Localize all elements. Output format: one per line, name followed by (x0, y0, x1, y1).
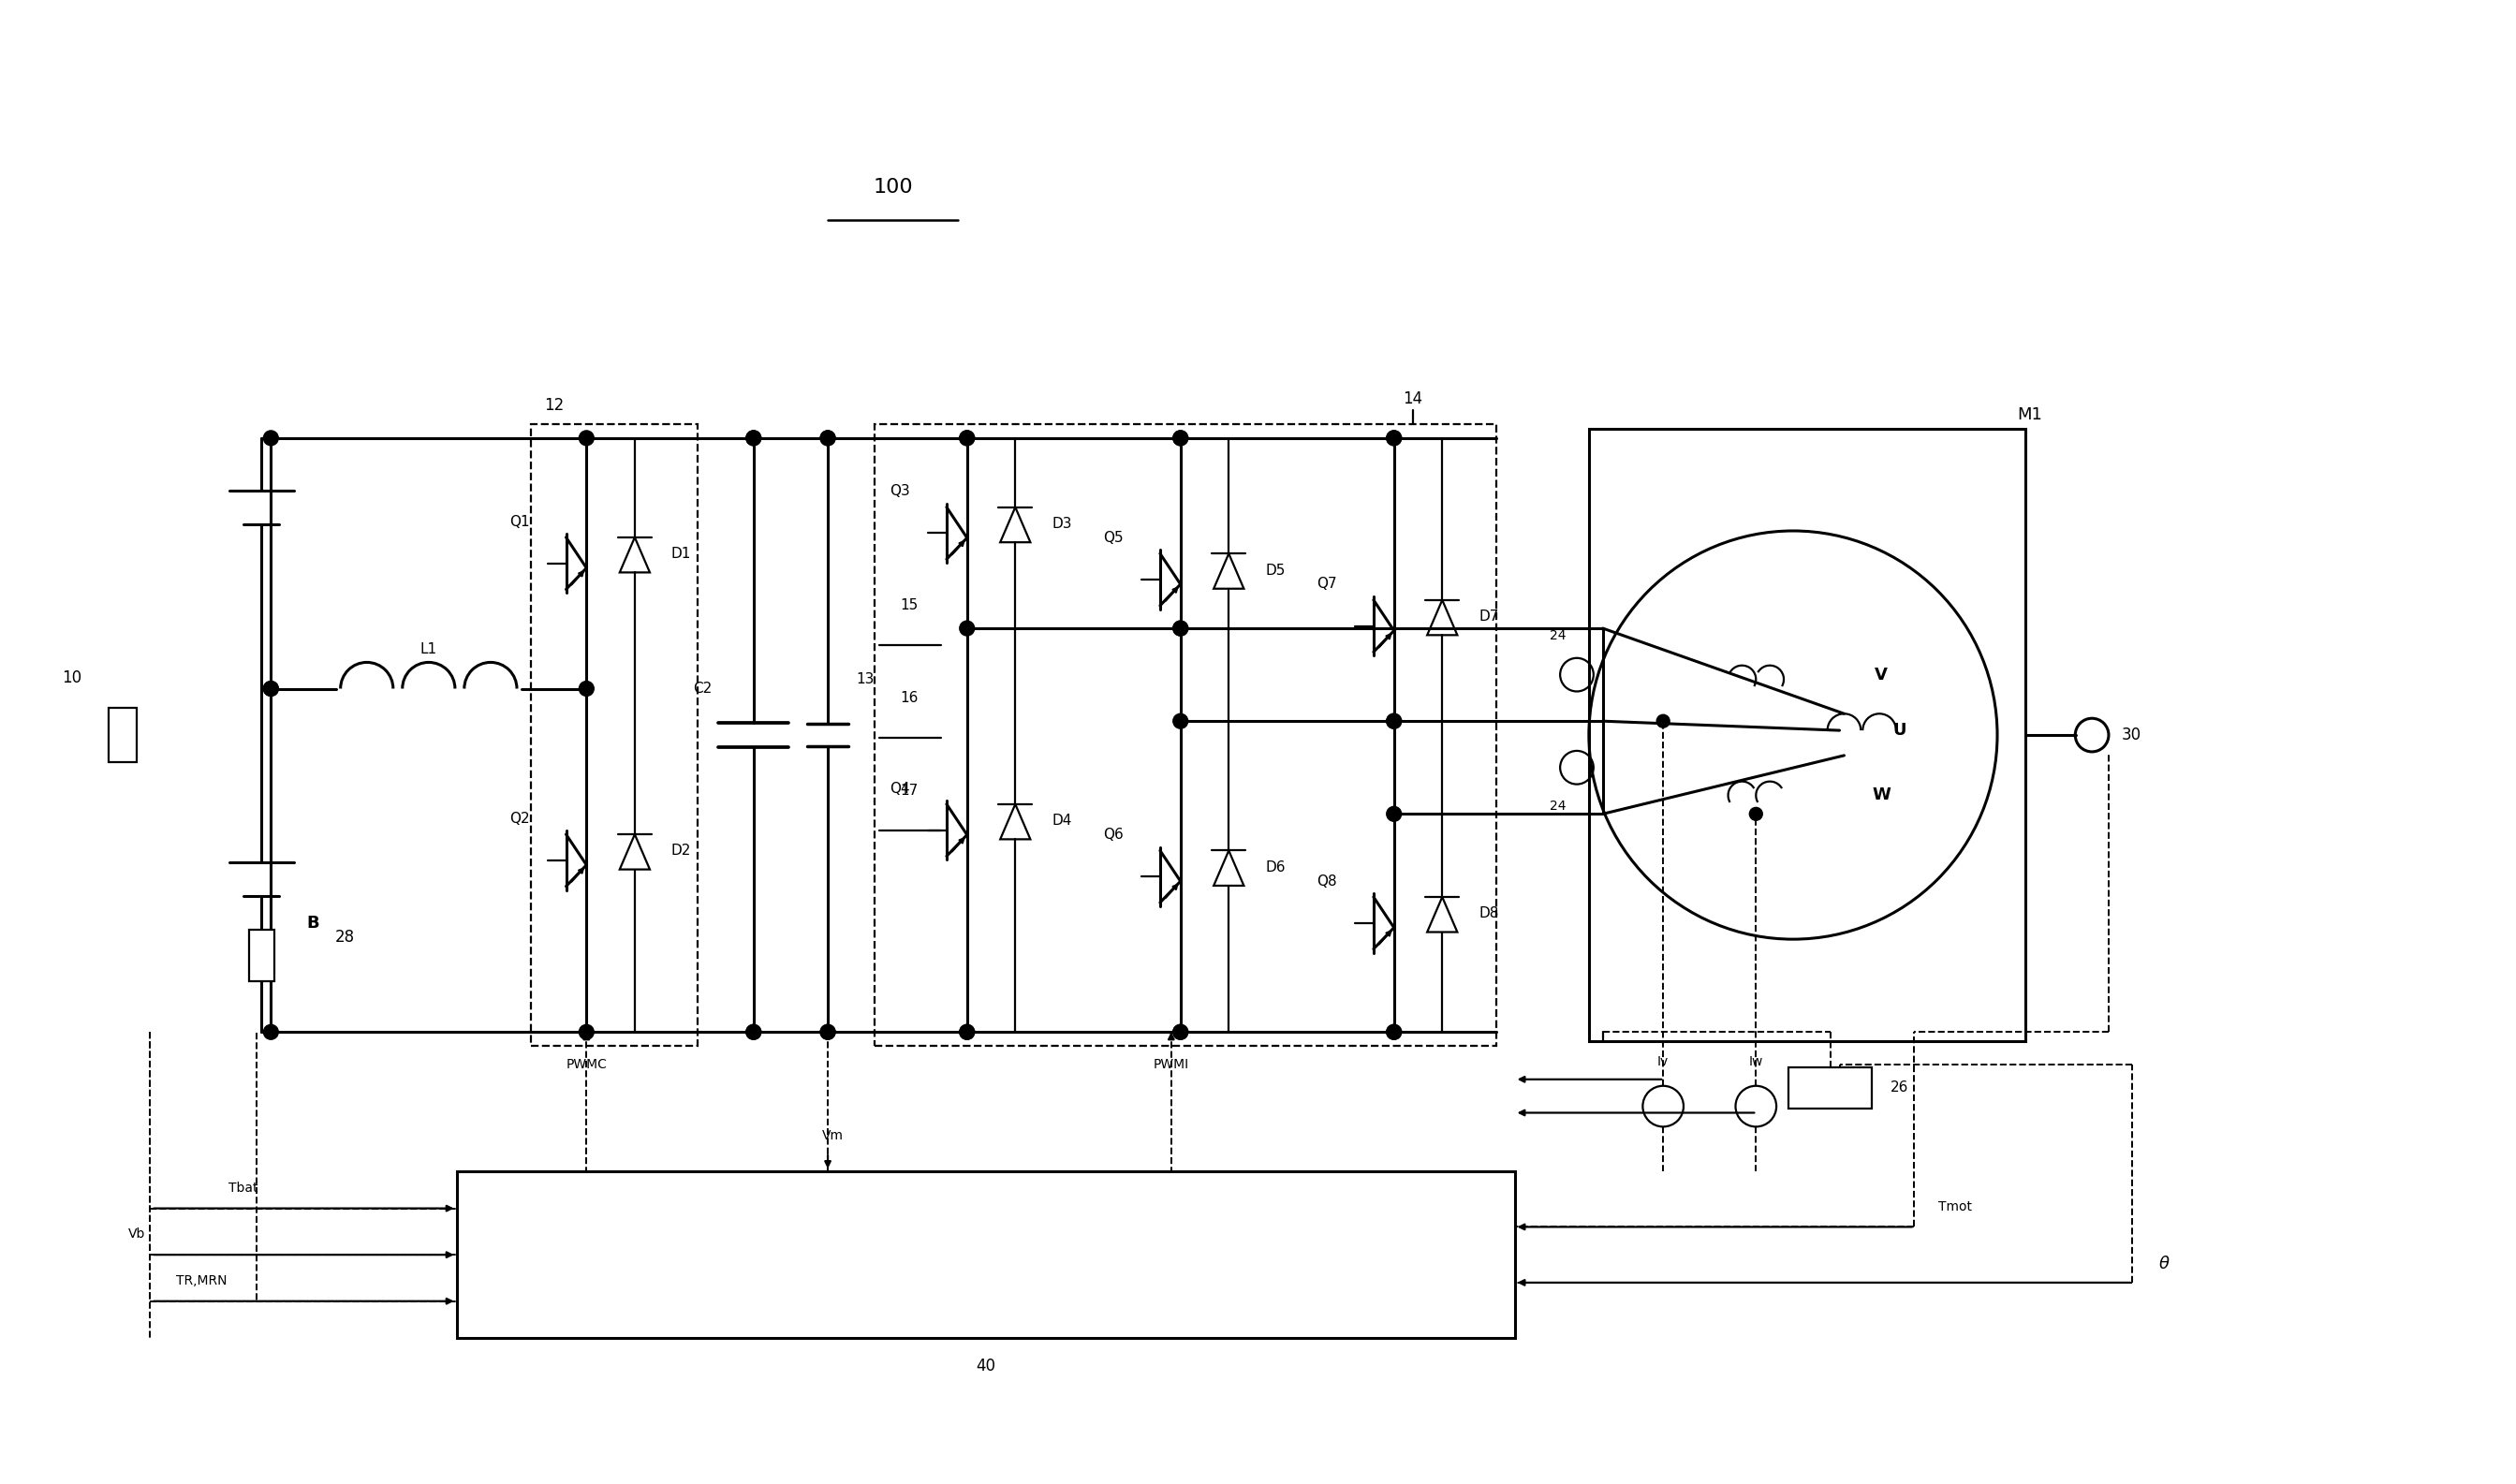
Circle shape (820, 1024, 835, 1039)
Bar (249, 930, 274, 981)
Text: Iw: Iw (1749, 1055, 1764, 1068)
Circle shape (820, 1024, 835, 1039)
Text: B: B (307, 914, 320, 932)
Text: 30: 30 (2121, 727, 2141, 743)
Circle shape (264, 681, 279, 696)
Circle shape (820, 430, 835, 445)
Circle shape (747, 1024, 760, 1039)
Text: 10: 10 (60, 669, 81, 686)
Text: 15: 15 (901, 598, 918, 611)
Circle shape (1656, 715, 1671, 727)
Text: D6: D6 (1266, 861, 1286, 874)
Text: D2: D2 (672, 844, 692, 858)
Text: M1: M1 (2018, 407, 2043, 423)
Text: 12: 12 (543, 398, 564, 414)
Text: Vb: Vb (128, 1227, 146, 1241)
Text: 100: 100 (873, 178, 913, 197)
Circle shape (1386, 430, 1401, 445)
Circle shape (747, 1024, 760, 1039)
Circle shape (1172, 430, 1188, 445)
Text: D1: D1 (672, 548, 692, 561)
Text: Q1: Q1 (511, 515, 531, 528)
Text: Q3: Q3 (891, 484, 911, 499)
Text: Vm: Vm (823, 1129, 843, 1143)
Text: Tbat: Tbat (229, 1181, 257, 1195)
Text: 24: 24 (1550, 629, 1567, 643)
Circle shape (579, 681, 594, 696)
Circle shape (1172, 1024, 1188, 1039)
Text: D8: D8 (1479, 907, 1500, 920)
Circle shape (747, 430, 760, 445)
Text: Q4: Q4 (891, 782, 911, 795)
Text: PWMC: PWMC (566, 1058, 606, 1071)
Bar (108, 708, 136, 761)
Text: Q5: Q5 (1105, 531, 1125, 545)
Text: PWMI: PWMI (1152, 1058, 1190, 1071)
Text: Q7: Q7 (1316, 577, 1339, 591)
Circle shape (1386, 806, 1401, 821)
Circle shape (1172, 714, 1188, 729)
Circle shape (1172, 620, 1188, 635)
Circle shape (264, 681, 279, 696)
Text: V: V (1874, 666, 1887, 683)
Circle shape (1386, 714, 1401, 729)
Text: 28: 28 (335, 929, 355, 945)
Circle shape (264, 1024, 279, 1039)
Circle shape (1386, 430, 1401, 445)
Bar (1789, 1067, 1872, 1109)
Circle shape (959, 1024, 974, 1039)
Circle shape (959, 1024, 974, 1039)
Text: 16: 16 (901, 692, 918, 705)
Bar (455, 1171, 1515, 1339)
Text: W: W (1872, 787, 1890, 804)
Circle shape (959, 430, 974, 445)
Circle shape (1749, 807, 1761, 821)
Text: 13: 13 (855, 672, 873, 687)
Circle shape (1386, 1024, 1401, 1039)
Circle shape (1172, 430, 1188, 445)
Bar (1590, 429, 2025, 1042)
Circle shape (1386, 1024, 1401, 1039)
Text: Q2: Q2 (511, 812, 531, 825)
Text: 24: 24 (1550, 800, 1567, 813)
Text: θ: θ (2159, 1255, 2169, 1272)
Text: Iv: Iv (1658, 1055, 1668, 1068)
Text: U: U (1892, 723, 1907, 739)
Text: 26: 26 (1890, 1080, 1910, 1095)
Text: Q6: Q6 (1105, 828, 1125, 841)
Circle shape (1386, 714, 1401, 729)
Circle shape (747, 430, 760, 445)
Circle shape (1172, 620, 1188, 635)
Text: Tmot: Tmot (1940, 1201, 1973, 1212)
Circle shape (820, 430, 835, 445)
Circle shape (579, 430, 594, 445)
Text: TR,MRN: TR,MRN (176, 1275, 226, 1287)
Text: C2: C2 (692, 681, 712, 696)
Circle shape (264, 430, 279, 445)
Circle shape (959, 620, 974, 635)
Text: D4: D4 (1052, 813, 1072, 828)
Text: D7: D7 (1479, 610, 1500, 623)
Text: 14: 14 (1401, 390, 1422, 408)
Circle shape (959, 430, 974, 445)
Text: Q8: Q8 (1316, 874, 1339, 889)
Circle shape (579, 1024, 594, 1039)
Text: D3: D3 (1052, 516, 1072, 531)
Text: CONTROL APPARATUS: CONTROL APPARATUS (866, 1245, 1105, 1264)
Text: D5: D5 (1266, 564, 1286, 577)
Text: 40: 40 (976, 1358, 996, 1374)
Text: L1: L1 (420, 643, 438, 657)
Circle shape (1172, 1024, 1188, 1039)
Text: 17: 17 (901, 784, 918, 798)
